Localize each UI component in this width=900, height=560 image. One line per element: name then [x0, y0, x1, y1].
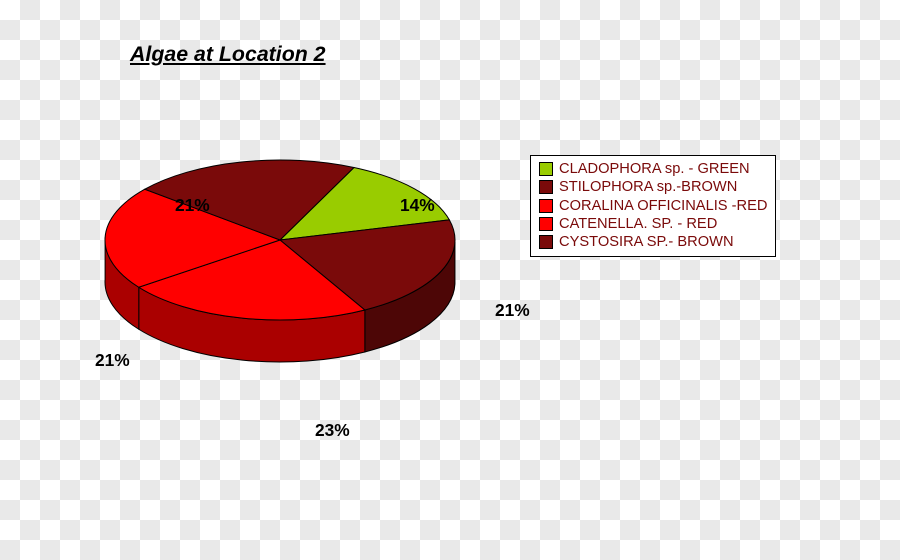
legend-label: CATENELLA. SP. - RED	[559, 215, 717, 233]
legend-label: CYSTOSIRA SP.- BROWN	[559, 233, 734, 251]
legend-label: CORALINA OFFICINALIS -RED	[559, 197, 767, 215]
legend-label: CLADOPHORA sp. - GREEN	[559, 160, 750, 178]
legend-swatch	[539, 162, 553, 176]
slice-percent-label: 21%	[175, 195, 210, 216]
legend-item: CLADOPHORA sp. - GREEN	[539, 160, 767, 178]
legend-swatch	[539, 235, 553, 249]
legend-item: CATENELLA. SP. - RED	[539, 215, 767, 233]
legend-item: CORALINA OFFICINALIS -RED	[539, 197, 767, 215]
legend-swatch	[539, 199, 553, 213]
slice-percent-label: 21%	[95, 350, 130, 371]
legend-swatch	[539, 217, 553, 231]
legend-item: STILOPHORA sp.-BROWN	[539, 178, 767, 196]
chart-title: Algae at Location 2	[130, 42, 326, 67]
pie-chart: 14%21%23%21%21%	[80, 130, 480, 390]
legend-label: STILOPHORA sp.-BROWN	[559, 178, 737, 196]
slice-percent-label: 21%	[495, 300, 530, 321]
slice-percent-label: 23%	[315, 420, 350, 441]
legend: CLADOPHORA sp. - GREENSTILOPHORA sp.-BRO…	[530, 155, 776, 257]
slice-percent-label: 14%	[400, 195, 435, 216]
legend-swatch	[539, 180, 553, 194]
legend-item: CYSTOSIRA SP.- BROWN	[539, 233, 767, 251]
